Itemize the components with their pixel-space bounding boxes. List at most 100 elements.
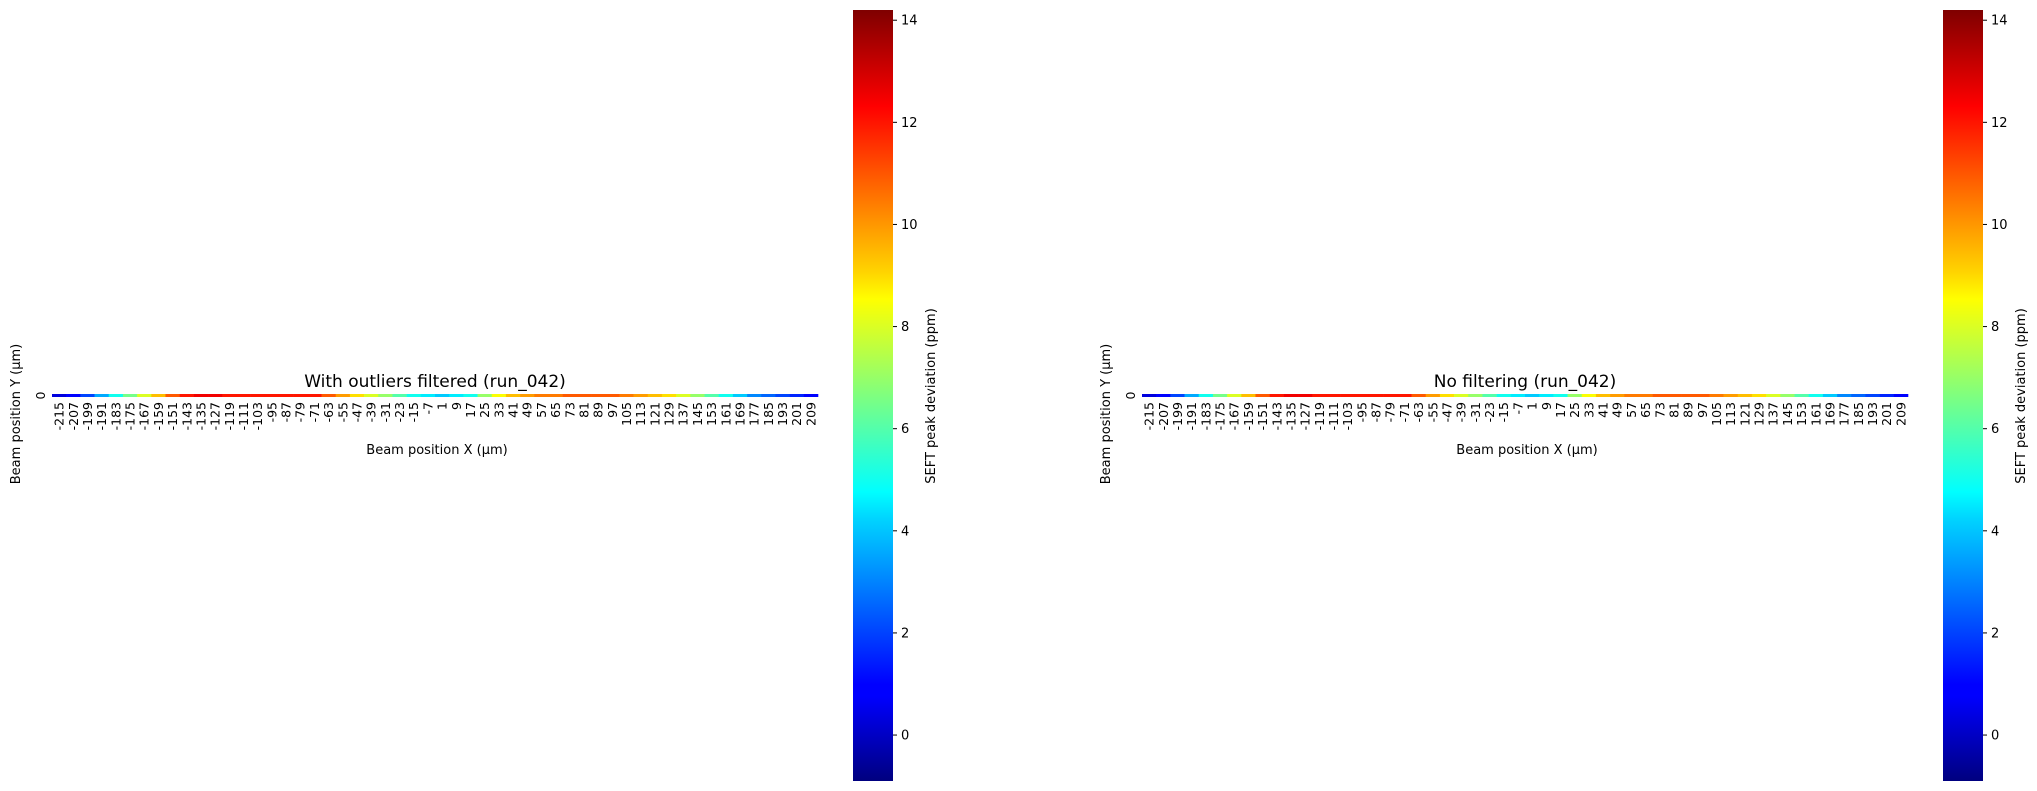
heatmap-cell [1411,394,1427,397]
heatmap-cell [690,394,705,397]
heatmap-cell [80,394,95,397]
heatmap-cell [1794,394,1810,397]
x-tick-label: 33 [491,402,506,418]
colorbar-tick-label: 2 [901,626,909,641]
colorbar-tick-label: 12 [1991,116,2008,131]
x-tick-label: -119 [1312,402,1327,430]
heatmap-cell [747,394,762,397]
x-tick-label: 105 [619,402,634,426]
heatmap-cell [264,394,280,397]
x-tick-label: 65 [548,402,563,418]
heatmap-cell [1142,394,1157,397]
heatmap-cell [1837,394,1852,397]
x-tick-label: -135 [193,402,208,430]
x-tick-label: 193 [1865,402,1880,426]
x-tick-label: -191 [94,402,109,430]
x-tick-label: 209 [803,402,818,426]
x-tick-label: 57 [1624,402,1639,418]
x-axis-label: Beam position X (µm) [366,443,507,458]
colorbar-tick-label: 14 [901,14,918,29]
colorbar-tick-label: 8 [1991,320,1999,335]
colorbar-tick-label: 2 [1991,626,1999,641]
x-tick-label: -95 [264,402,279,422]
heatmap-panel-filtered: With outliers filtered (run_042) Beam po… [9,10,939,781]
heatmap-cell [576,394,592,397]
x-tick-label: 169 [732,402,747,426]
x-tick-label: -175 [1213,402,1228,430]
x-tick-label: -7 [1510,402,1525,414]
heatmap-cell [1539,394,1554,397]
x-tick-label: 201 [1879,402,1894,426]
heatmap-cell [1354,394,1370,397]
heatmap-cell [1425,394,1441,397]
x-tick-label: -215 [52,402,67,430]
heatmap-cell [1525,394,1540,397]
x-tick-label: 121 [647,402,662,426]
x-tick-label: 25 [477,402,492,418]
heatmap-cell [1851,394,1866,397]
x-tick-label: -159 [1241,402,1256,430]
heatmap-cell [1269,394,1285,397]
heatmap-cell [193,394,209,397]
heatmap-cell [165,394,180,397]
colorbar-tick-label: 12 [901,116,918,131]
heatmap-cell [591,394,606,397]
heatmap-cell [1553,394,1568,397]
heatmap-cell [1198,394,1214,397]
x-tick-label: 113 [633,402,648,426]
heatmap-cell [1865,394,1880,397]
x-tick-label: -15 [406,402,421,422]
x-tick-label: -15 [1496,402,1511,422]
colorbar-tick-label: 14 [1991,14,2008,29]
colorbar-ticks: 0 2 4 6 8 10 12 14 [893,14,918,744]
heatmap-cell [1326,394,1341,397]
chart-title: No filtering (run_042) [1434,372,1617,392]
heatmap-cell [222,394,237,397]
x-tick-label: 177 [1837,402,1852,426]
heatmap-cell [321,394,337,397]
heatmap-cell [208,394,223,397]
x-tick-label: -167 [137,402,152,430]
x-tick-label: 193 [775,402,790,426]
heatmap-cell [1751,394,1767,397]
x-tick-label: 1 [1525,402,1540,410]
x-tick-label: -87 [279,402,294,422]
heatmap-cell [52,394,67,397]
x-tick-label: 57 [534,402,549,418]
x-tick-label: 153 [1794,402,1809,426]
heatmap-cell [293,394,308,397]
x-tick-label: -23 [1482,402,1497,422]
x-tick-label: 137 [676,402,691,426]
x-tick-label: -151 [165,402,180,430]
colorbar-tick-label: 10 [1991,218,2008,233]
heatmap-cell [548,394,563,397]
x-tick-label: -39 [1454,402,1469,422]
heatmap-cell [1681,394,1696,397]
x-axis-label: Beam position X (µm) [1456,443,1597,458]
colorbar-ticks: 0 2 4 6 8 10 12 14 [1983,14,2008,744]
heatmap-cell [1255,394,1270,397]
x-tick-label: -79 [1383,402,1398,422]
heatmap-cell [1595,394,1611,397]
heatmap-cell [364,394,379,397]
heatmap-cells [1142,394,1909,397]
y-tick-label: 0 [1123,391,1138,399]
heatmap-cell [789,394,805,397]
x-tick-label: -71 [1397,402,1412,422]
heatmap-cells [52,394,819,397]
heatmap-cell [1298,394,1313,397]
x-tick-label: 161 [718,402,733,426]
x-tick-label: 137 [1766,402,1781,426]
heatmap-cell [179,394,195,397]
x-tick-label: 49 [520,402,535,418]
heatmap-cell [66,394,81,397]
x-tick-label: -39 [364,402,379,422]
heatmap-cell [605,394,620,397]
x-tick-label: -135 [1283,402,1298,430]
x-tick-label: -7 [420,402,435,414]
colorbar-label: SEFT peak deviation (ppm) [2014,308,2029,484]
heatmap-cell [775,394,790,397]
x-tick-label: -207 [1156,402,1171,430]
heatmap-cell [1156,394,1171,397]
